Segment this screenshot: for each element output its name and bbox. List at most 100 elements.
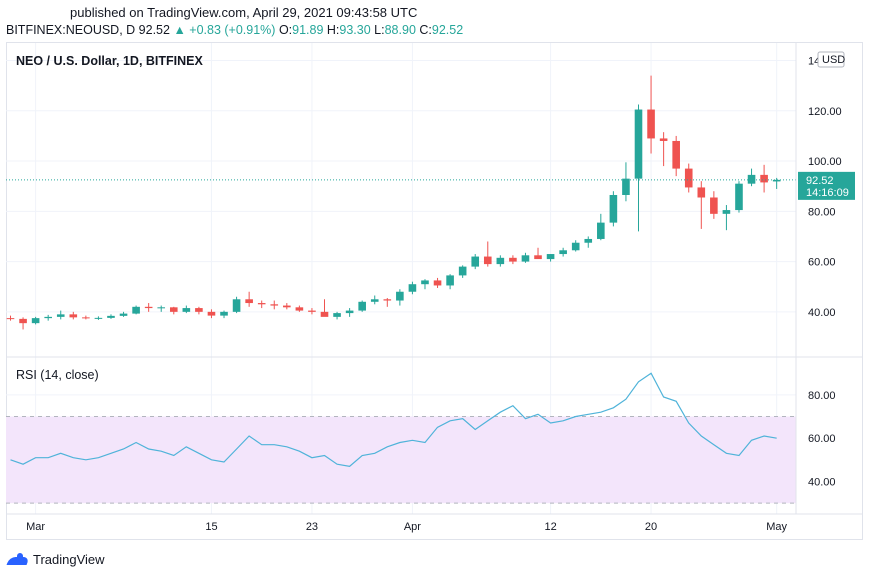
candle-body (584, 238, 593, 243)
price-tick-label: 100.00 (808, 156, 842, 168)
candle-body (358, 301, 366, 311)
candle-body (421, 280, 429, 285)
open-value: 91.89 (292, 23, 324, 37)
candle-body (684, 168, 693, 188)
candle-body (19, 318, 27, 324)
candle-body (571, 242, 580, 251)
candle-body (496, 257, 505, 265)
rsi-tick-label: 60.00 (808, 433, 836, 445)
candle-body (622, 178, 630, 195)
price-tick-label: 40.00 (808, 307, 836, 319)
candle-body (232, 299, 241, 312)
candle-body (195, 308, 203, 312)
candle-body (119, 313, 128, 316)
candle-body (735, 183, 743, 211)
candle-body (722, 210, 731, 214)
current-price-tag: 92.52 14:16:09 (798, 171, 855, 200)
candle-body (308, 310, 316, 312)
candle-body (283, 305, 291, 308)
published-info: published on TradingView.com, April 29, … (70, 5, 418, 20)
candle-body (182, 308, 191, 312)
high-value: 93.30 (339, 23, 371, 37)
candle-body (697, 187, 706, 198)
price-tick-label: 60.00 (808, 257, 836, 269)
candle-body (144, 306, 153, 309)
candle-body (6, 318, 15, 320)
candle-body (56, 314, 65, 317)
currency-label: USD (822, 54, 845, 66)
low-value: 88.90 (384, 23, 416, 37)
rsi-line (10, 372, 777, 467)
candle-body (333, 313, 341, 317)
time-axis-ticks: Mar 15 23 Apr 12 20 May (26, 521, 787, 533)
candle-body (471, 256, 480, 267)
symbol-label: BITFINEX:NEOUSD, D (6, 23, 136, 37)
time-tick-label: May (766, 521, 787, 533)
candle-body (132, 306, 140, 314)
time-tick-label: 20 (645, 521, 657, 533)
candle-body (207, 311, 216, 316)
candle-body (546, 254, 555, 260)
time-tick-label: Apr (404, 521, 421, 533)
candle-body (44, 316, 52, 319)
time-tick-label: Mar (26, 521, 45, 533)
close-value: 92.52 (431, 23, 464, 37)
candle-body (270, 304, 279, 306)
candle-body (483, 256, 492, 265)
brand-name: TradingView (33, 552, 105, 567)
candle-body (157, 307, 166, 309)
time-tick-label: 15 (205, 521, 217, 533)
price-change: ▲ +0.83 (+0.91%) (173, 23, 276, 37)
candle-body (772, 179, 781, 182)
candle-body (509, 257, 517, 262)
candle-body (609, 194, 618, 223)
candle-body (597, 222, 605, 239)
candle-body (446, 275, 454, 286)
candle-body (320, 311, 329, 317)
current-price-label: 92.52 (806, 175, 834, 187)
candles (6, 75, 781, 330)
countdown-label: 14:16:09 (806, 187, 849, 199)
price-pane-title: NEO / U.S. Dollar, 1D, BITFINEX (16, 54, 204, 68)
candle-body (534, 255, 542, 260)
candle-body (672, 140, 680, 169)
price-tick-label: 80.00 (808, 206, 836, 218)
candle-body (257, 303, 266, 305)
candle-body (760, 174, 768, 183)
time-tick-label: 23 (306, 521, 318, 533)
rsi-axis-ticks: 40.00 60.00 80.00 (808, 390, 836, 489)
candle-body (245, 299, 253, 304)
candle-body (94, 317, 103, 319)
close-label: C: (419, 23, 432, 37)
candle-body (82, 317, 90, 319)
candle-body (710, 197, 718, 214)
candle-body (408, 284, 417, 292)
candle-body (647, 109, 655, 139)
open-label: O: (278, 23, 293, 37)
candle-body (383, 299, 392, 301)
currency-badge[interactable]: USD (817, 51, 845, 68)
rsi-band-lines (6, 416, 796, 504)
chart-frame (6, 42, 863, 540)
candle-body (433, 280, 442, 286)
ohlc-legend: BITFINEX:NEOUSD, D 92.52 ▲ +0.83 (+0.91%… (6, 23, 463, 37)
candle-body (345, 310, 354, 314)
candle-body (295, 307, 304, 311)
candle-body (396, 291, 404, 301)
candle-body (747, 174, 756, 184)
candle-body (458, 266, 467, 276)
candle-body (659, 138, 668, 141)
rsi-band (6, 416, 796, 504)
low-label: L: (374, 23, 385, 37)
candle-body (220, 311, 228, 316)
candle-body (31, 318, 40, 324)
last-price: 92.52 (138, 23, 170, 37)
rsi-tick-label: 80.00 (808, 390, 836, 402)
candle-body (169, 307, 178, 312)
candle-body (634, 109, 643, 179)
candle-body (69, 314, 78, 318)
footer-branding[interactable]: TradingView (8, 552, 105, 567)
candle-body (521, 255, 530, 262)
